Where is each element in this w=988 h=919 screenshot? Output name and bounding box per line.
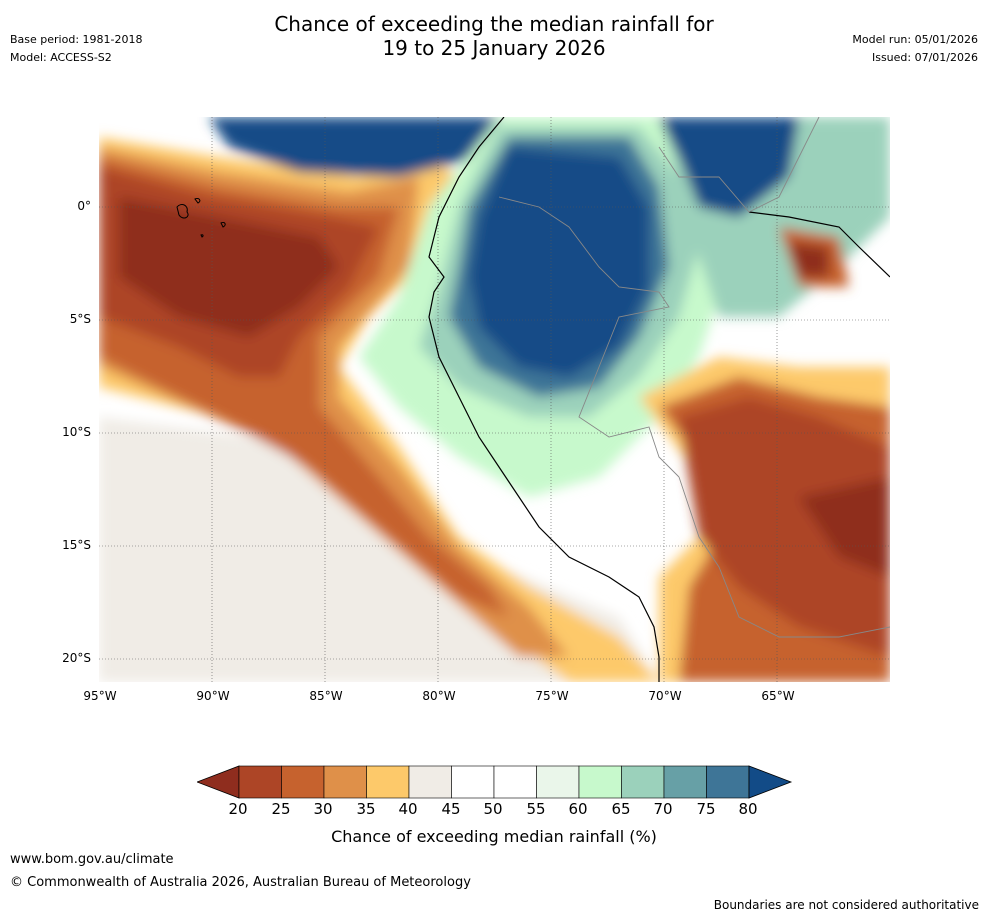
- border-colombia: [658, 117, 820, 213]
- colorbar-segment: [366, 765, 410, 799]
- lon-label-95w: 95°W: [83, 689, 117, 703]
- coastline: [428, 117, 660, 682]
- colorbar-segment: [493, 765, 537, 799]
- lon-label-70w: 70°W: [648, 689, 682, 703]
- border-bolivia: [678, 476, 890, 638]
- cb-tick-70: 70: [653, 800, 673, 818]
- field-20-25-se: [679, 397, 890, 657]
- colorbar-arrow-high: [748, 765, 793, 799]
- field-above-80-north: [209, 117, 499, 177]
- probability-field: [99, 117, 890, 682]
- border-peru-ecuador-brazil: [498, 196, 680, 478]
- field-below-20-nw: [119, 197, 339, 337]
- meta-left: Base period: 1981-2018 Model: ACCESS-S2: [10, 31, 142, 67]
- cb-tick-60: 60: [568, 800, 588, 818]
- graticule: [99, 117, 890, 682]
- rainfall-map: [99, 117, 890, 682]
- colorbar-segment: [323, 765, 367, 799]
- model-run-text: Model run: 05/01/2026: [852, 33, 978, 46]
- cb-tick-35: 35: [356, 800, 376, 818]
- colorbar-arrow-low: [195, 765, 240, 799]
- lon-label-90w: 90°W: [196, 689, 230, 703]
- colorbar-segment: [578, 765, 622, 799]
- colorbar-segment: [536, 765, 580, 799]
- meta-right: Model run: 05/01/2026 Issued: 07/01/2026: [852, 31, 978, 67]
- map-title-line2: 19 to 25 January 2026: [382, 36, 606, 60]
- colorbar-svg: [195, 765, 793, 799]
- colorbar-segment: [451, 765, 495, 799]
- field-above-80-central: [469, 147, 649, 377]
- issued-text: Issued: 07/01/2026: [871, 51, 978, 64]
- colorbar-segment: [621, 765, 665, 799]
- colorbar-segment: [408, 765, 452, 799]
- copyright-text: © Commonwealth of Australia 2026, Austra…: [10, 875, 471, 890]
- galapagos-islands: [176, 198, 226, 238]
- rainfall-map-svg: [99, 117, 890, 682]
- lon-label-80w: 80°W: [422, 689, 456, 703]
- island-san-cristobal: [220, 222, 226, 228]
- lat-label-10s: 10°S: [62, 425, 91, 439]
- cb-tick-40: 40: [398, 800, 418, 818]
- field-below-20-ne: [789, 242, 829, 277]
- cb-tick-50: 50: [483, 800, 503, 818]
- colorbar-segment: [663, 765, 707, 799]
- lon-label-75w: 75°W: [535, 689, 569, 703]
- cb-tick-25: 25: [271, 800, 291, 818]
- map-title: Chance of exceeding the median rainfall …: [0, 12, 988, 60]
- colorbar-segment: [238, 765, 282, 799]
- cb-tick-20: 20: [228, 800, 248, 818]
- cb-tick-65: 65: [611, 800, 631, 818]
- cb-tick-30: 30: [313, 800, 333, 818]
- bom-url: www.bom.gov.au/climate: [10, 852, 174, 867]
- island-floreana: [200, 234, 204, 238]
- colorbar-segment: [281, 765, 325, 799]
- cb-tick-80: 80: [738, 800, 758, 818]
- lat-label-5s: 5°S: [69, 312, 91, 326]
- cb-tick-45: 45: [441, 800, 461, 818]
- map-title-line1: Chance of exceeding the median rainfall …: [274, 12, 714, 36]
- island-isabela: [176, 204, 189, 219]
- colorbar: [195, 765, 793, 803]
- base-period-text: Base period: 1981-2018: [10, 33, 143, 46]
- lon-label-65w: 65°W: [761, 689, 795, 703]
- lat-label-15s: 15°S: [62, 538, 91, 552]
- model-text: Model: ACCESS-S2: [10, 51, 112, 64]
- coastline-north: [748, 211, 890, 278]
- island-santiago: [194, 198, 201, 204]
- lat-label-0: 0°: [77, 199, 91, 213]
- field-above-80-ne: [659, 117, 799, 217]
- colorbar-segment: [706, 765, 750, 799]
- lat-label-20s: 20°S: [62, 651, 91, 665]
- lon-label-85w: 85°W: [309, 689, 343, 703]
- field-below-20-se: [799, 477, 890, 577]
- cb-tick-55: 55: [526, 800, 546, 818]
- country-borders: [498, 117, 890, 638]
- colorbar-label: Chance of exceeding median rainfall (%): [331, 827, 657, 846]
- cb-tick-75: 75: [696, 800, 716, 818]
- disclaimer-text: Boundaries are not considered authoritat…: [713, 898, 979, 912]
